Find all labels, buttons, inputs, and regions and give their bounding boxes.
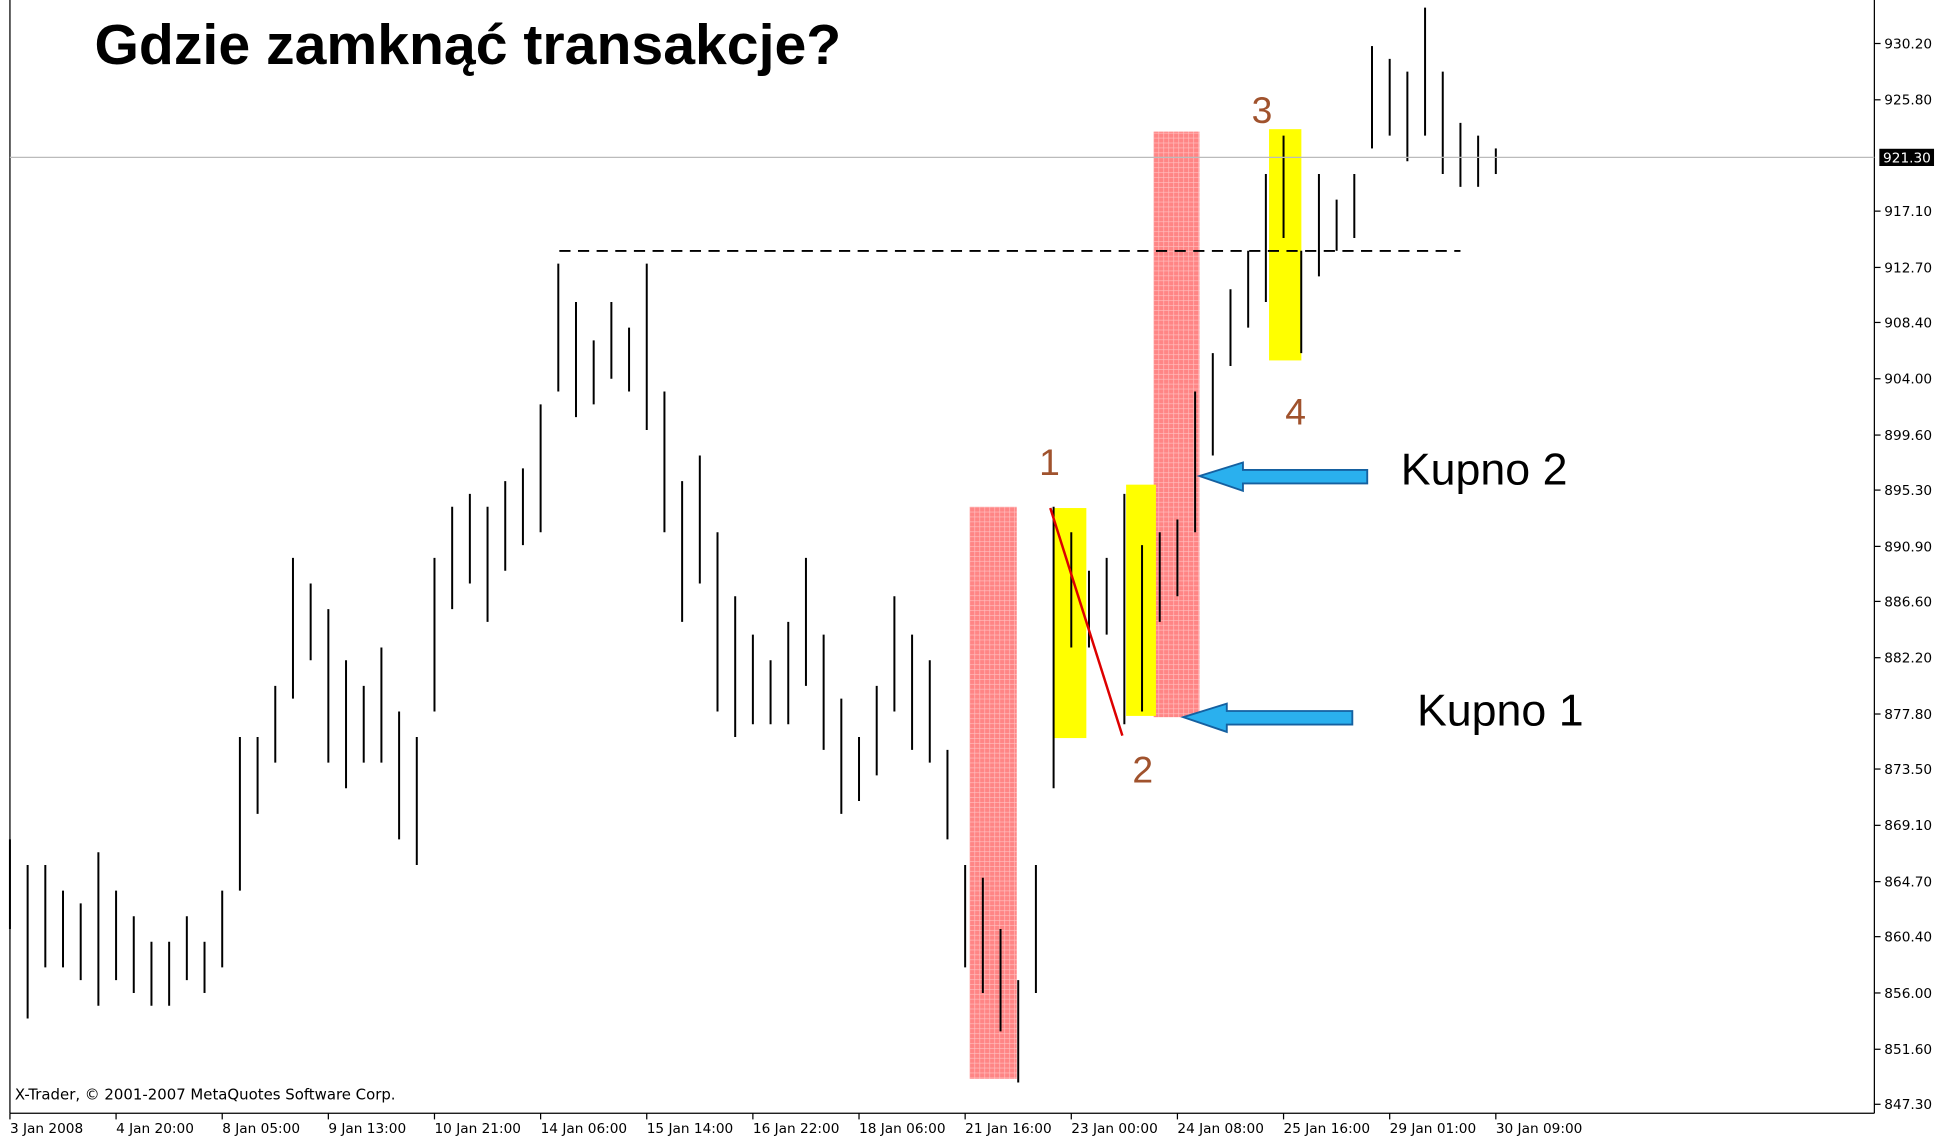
- y-tick-label: 895.30: [1884, 483, 1932, 499]
- x-tick-label: 30 Jan 09:00: [1496, 1121, 1583, 1137]
- x-tick-label: 16 Jan 22:00: [753, 1121, 840, 1137]
- y-tick-label: 899.60: [1884, 428, 1932, 444]
- y-tick-label: 851.60: [1884, 1042, 1932, 1058]
- arrow: [1196, 461, 1369, 493]
- y-tick-label: 912.70: [1884, 260, 1932, 276]
- current-price-box: [1879, 148, 1935, 167]
- y-tick-label: 882.20: [1884, 651, 1932, 667]
- y-tick-label: 925.80: [1884, 93, 1932, 109]
- x-tick-label: 3 Jan 2008: [10, 1121, 83, 1137]
- x-tick-label: 25 Jan 16:00: [1284, 1121, 1371, 1137]
- red-zone: [1153, 131, 1200, 718]
- x-tick-label: 24 Jan 08:00: [1177, 1121, 1264, 1137]
- y-tick-label: 860.40: [1884, 930, 1932, 946]
- y-tick-label: 847.30: [1884, 1097, 1932, 1113]
- yellow-zone: [1126, 484, 1156, 716]
- yellow-zone: [1054, 508, 1087, 739]
- y-tick-label: 930.20: [1884, 36, 1932, 52]
- x-tick-label: 14 Jan 06:00: [541, 1121, 628, 1137]
- annotation: 2: [1132, 749, 1153, 791]
- red-zone: [969, 506, 1017, 1079]
- annotation-zones: [969, 129, 1302, 1079]
- x-tick-label: 23 Jan 00:00: [1071, 1121, 1158, 1137]
- annotation: 1: [1039, 441, 1060, 483]
- y-tick-label: 864.70: [1884, 875, 1932, 891]
- x-tick-label: 9 Jan 13:00: [328, 1121, 406, 1137]
- copyright: X-Trader, © 2001-2007 MetaQuotes Softwar…: [15, 1087, 396, 1104]
- y-tick-label: 904.00: [1884, 372, 1932, 388]
- current-price-label: 921.30: [1883, 150, 1931, 166]
- y-tick-label: 890.90: [1884, 539, 1932, 555]
- annotation: 3: [1252, 89, 1273, 131]
- y-tick-label: 908.40: [1884, 315, 1932, 331]
- y-tick-label: 856.00: [1884, 986, 1932, 1002]
- arrow: [1180, 702, 1354, 734]
- x-tick-label: 4 Jan 20:00: [116, 1121, 194, 1137]
- x-tick-label: 29 Jan 01:00: [1390, 1121, 1477, 1137]
- y-tick-label: 873.50: [1884, 762, 1932, 778]
- x-tick-label: 18 Jan 06:00: [859, 1121, 946, 1137]
- chart-title: Gdzie zamknąć transakcje?: [94, 14, 841, 77]
- y-tick-label: 886.60: [1884, 594, 1932, 610]
- y-tick-label: 877.80: [1884, 707, 1932, 723]
- x-tick-label: 10 Jan 21:00: [434, 1121, 521, 1137]
- x-tick-label: 21 Jan 16:00: [965, 1121, 1052, 1137]
- x-tick-label: 15 Jan 14:00: [647, 1121, 734, 1137]
- trend-line: [1049, 507, 1124, 736]
- y-tick-label: 917.10: [1884, 204, 1932, 220]
- annotation: Kupno 2: [1401, 446, 1568, 495]
- yellow-zone: [1269, 129, 1302, 361]
- annotation: Kupno 1: [1417, 687, 1584, 736]
- bars: [8, 7, 1497, 1083]
- y-tick-label: 869.10: [1884, 818, 1932, 834]
- x-tick-label: 8 Jan 05:00: [222, 1121, 300, 1137]
- annotation: 4: [1285, 391, 1306, 433]
